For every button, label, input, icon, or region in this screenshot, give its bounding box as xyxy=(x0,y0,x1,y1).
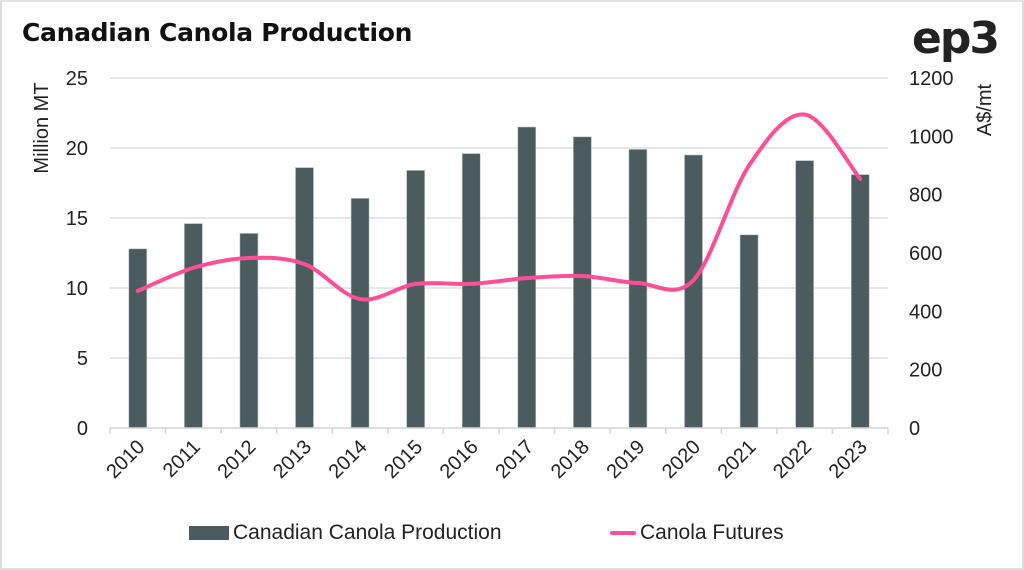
right-tick-label: 0 xyxy=(909,418,920,440)
x-axis: 2010 2011 2012 2013 2014 2015 2016 2017 2018 2019… xyxy=(102,427,889,483)
legend-item-production[interactable]: Canadian Canola Production xyxy=(189,521,502,545)
bar-2020[interactable] xyxy=(684,154,703,429)
bar-2011[interactable] xyxy=(184,223,203,429)
ep3-logo: ep3 xyxy=(912,13,1000,64)
right-tick-label: 800 xyxy=(909,185,942,207)
x-tick-label: 2013 xyxy=(269,436,316,483)
x-tick-label: 2012 xyxy=(213,436,260,483)
legend-swatch-line xyxy=(610,531,636,535)
x-tick-label: 2023 xyxy=(825,436,872,483)
left-axis-title: Million MT xyxy=(31,82,53,173)
gridlines xyxy=(110,77,888,359)
bar-2014[interactable] xyxy=(350,198,370,429)
bar-2021[interactable] xyxy=(739,234,759,429)
bar-2019[interactable] xyxy=(628,149,648,429)
bar-2010[interactable] xyxy=(128,248,148,429)
x-tick-label: 2016 xyxy=(436,436,483,483)
right-tick-label: 200 xyxy=(909,360,942,382)
right-tick-label: 1000 xyxy=(909,126,954,148)
x-tick-label: 2020 xyxy=(658,436,705,483)
bar-2016[interactable] xyxy=(461,153,481,429)
x-tick-label: 2021 xyxy=(714,436,761,483)
right-tick-label: 1200 xyxy=(909,68,954,90)
x-tick-label: 2010 xyxy=(102,436,149,483)
x-tick-label: 2011 xyxy=(159,436,205,482)
legend-label: Canadian Canola Production xyxy=(233,521,502,544)
x-tick-label: 2014 xyxy=(325,436,372,483)
left-tick-label: 5 xyxy=(77,348,88,370)
bar-2018[interactable] xyxy=(573,136,592,429)
x-tick-label: 2022 xyxy=(769,436,816,483)
bar-series xyxy=(128,126,870,429)
left-tick-label: 15 xyxy=(66,208,88,230)
right-tick-label: 600 xyxy=(909,243,942,265)
x-tick-label: 2018 xyxy=(547,436,594,483)
line-series xyxy=(135,112,863,302)
legend-label: Canola Futures xyxy=(640,521,784,544)
right-tick-label: 400 xyxy=(909,301,942,323)
canola-futures-line[interactable] xyxy=(135,112,863,302)
bar-2015[interactable] xyxy=(406,170,425,429)
chart-title: Canadian Canola Production xyxy=(22,18,413,47)
left-axis: 0 5 10 15 20 25 xyxy=(66,68,88,440)
x-tick-label: 2017 xyxy=(491,436,538,483)
left-tick-label: 20 xyxy=(66,138,88,160)
bar-2013[interactable] xyxy=(295,167,314,429)
bar-2012[interactable] xyxy=(239,233,259,429)
legend: Canadian Canola Production Canola Future… xyxy=(0,521,1024,551)
left-tick-label: 0 xyxy=(77,418,88,440)
left-tick-label: 10 xyxy=(66,278,88,300)
left-tick-label: 25 xyxy=(66,68,88,90)
right-axis: 0 200 400 600 800 1000 1200 xyxy=(909,68,954,440)
x-tick-label: 2019 xyxy=(602,436,649,483)
legend-item-futures[interactable]: Canola Futures xyxy=(610,521,784,545)
bar-2022[interactable] xyxy=(795,160,814,429)
legend-swatch-bar xyxy=(189,526,229,540)
bar-2023[interactable] xyxy=(850,174,870,429)
x-tick-label: 2015 xyxy=(380,436,427,483)
right-axis-title: A$/mt xyxy=(974,83,996,136)
